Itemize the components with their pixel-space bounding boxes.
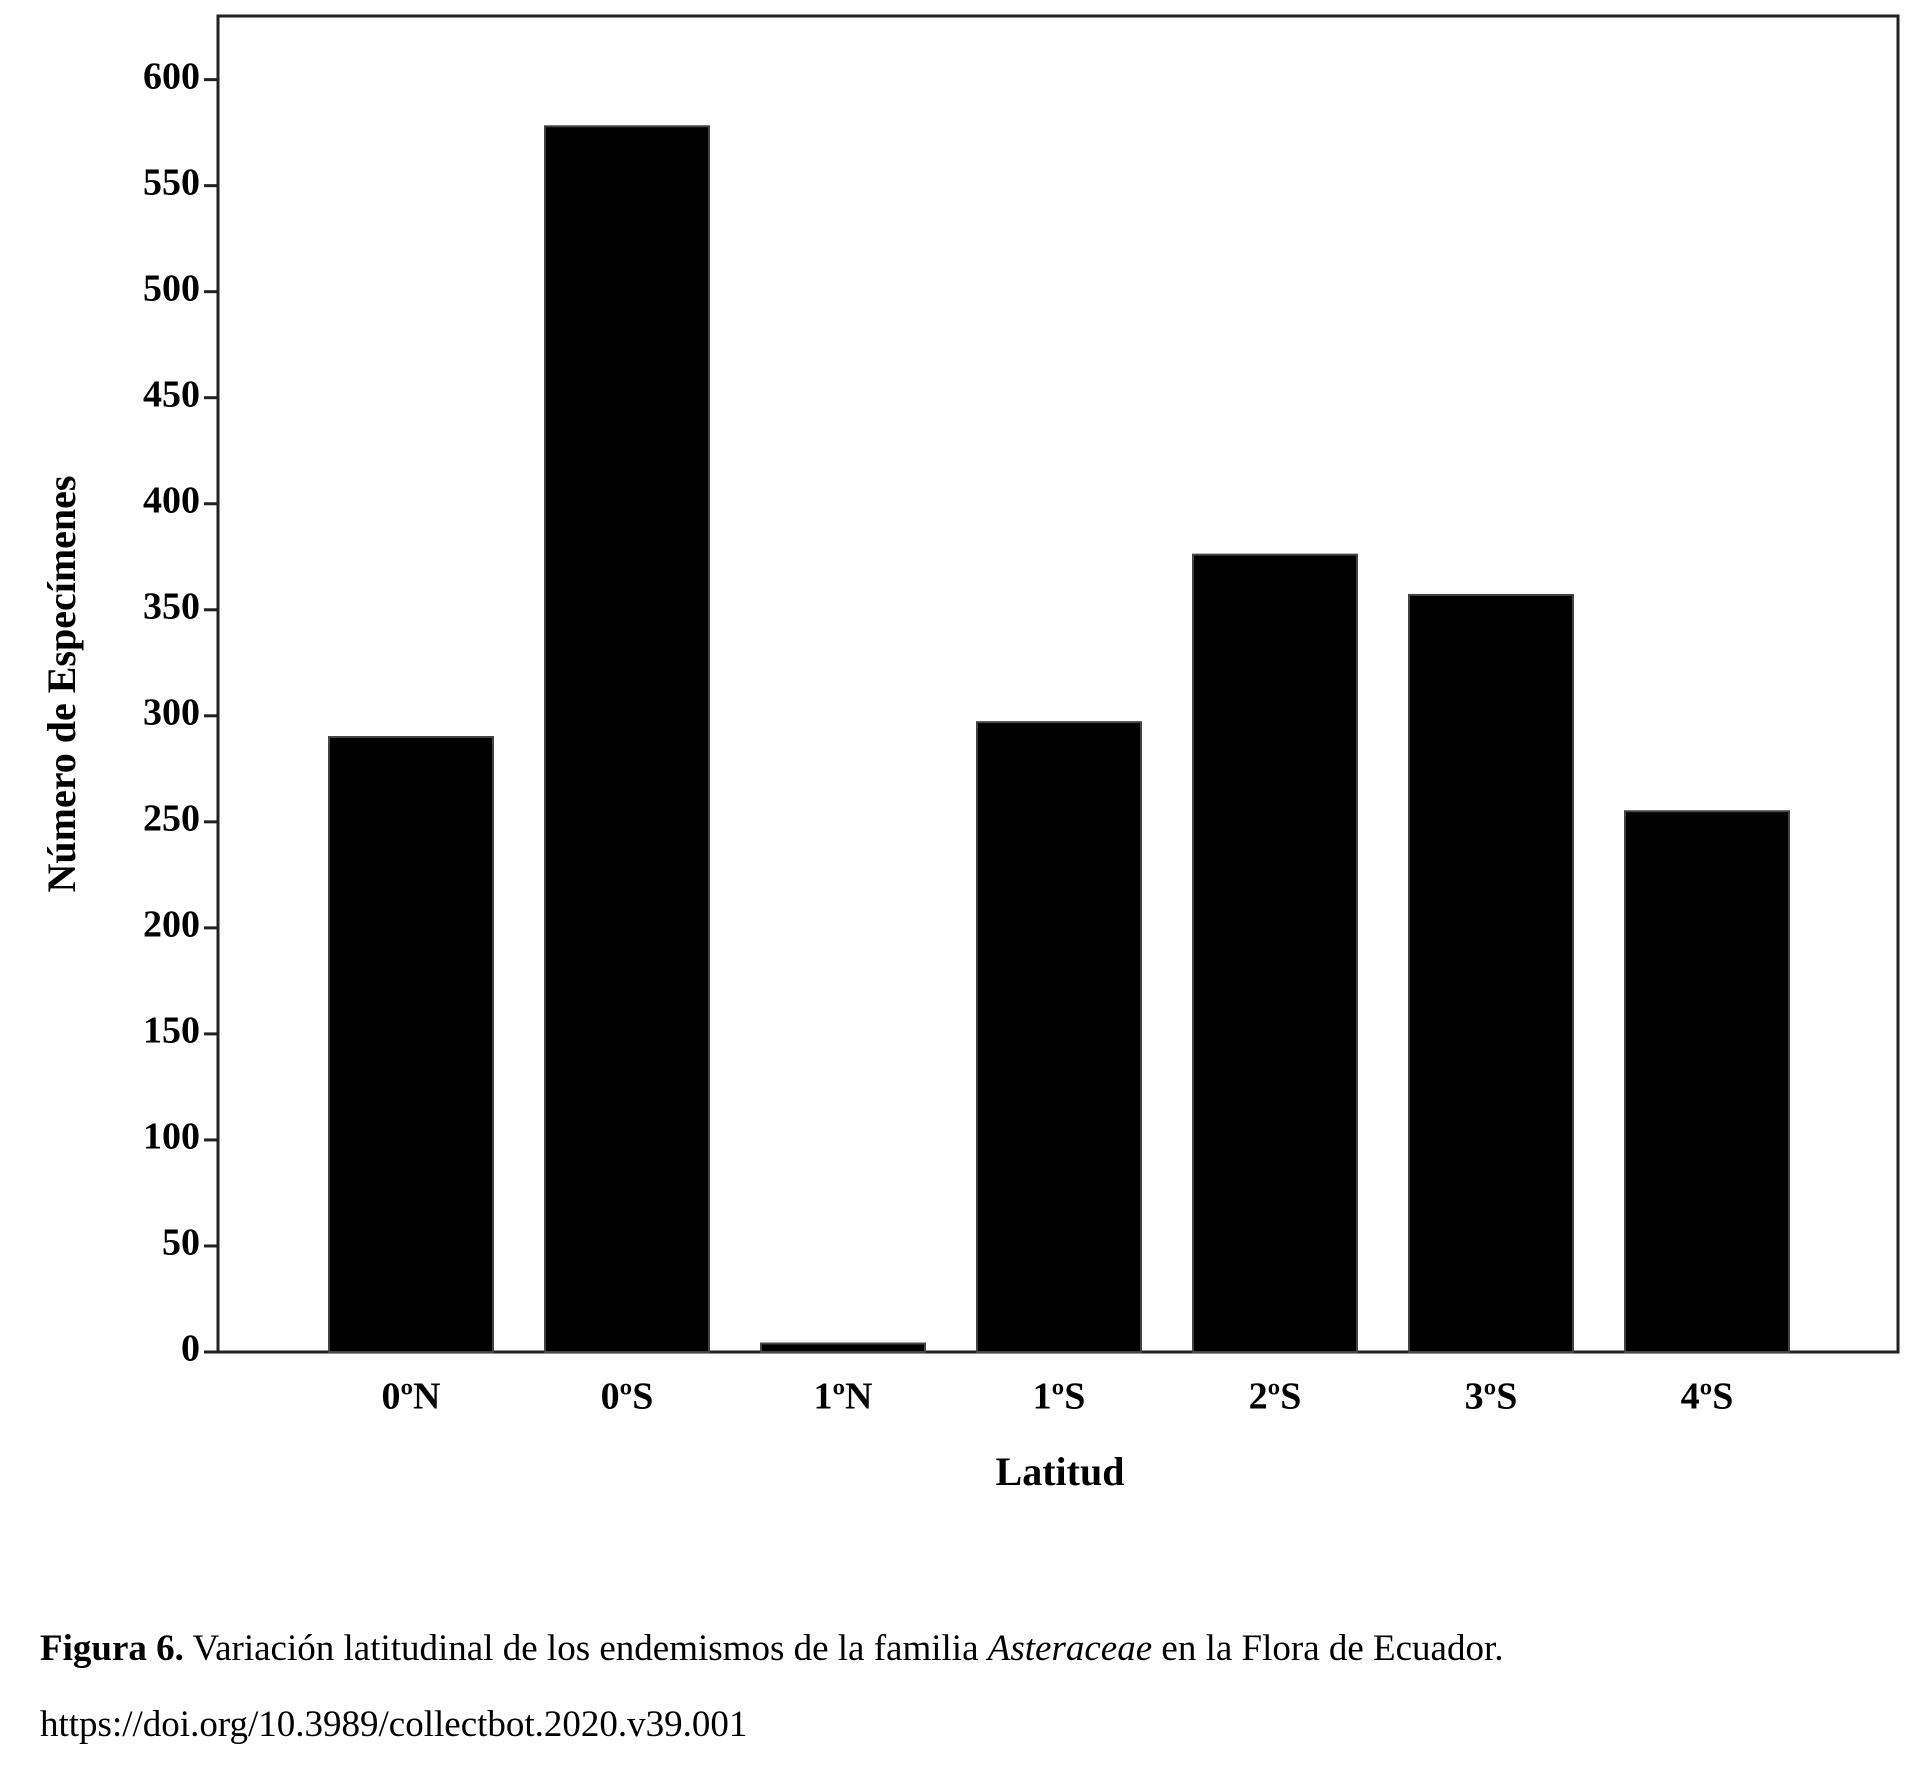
x-tick-label: 2ºS — [1249, 1376, 1302, 1418]
bar — [976, 721, 1142, 1353]
bar — [1192, 553, 1358, 1353]
y-tick-label: 400 — [143, 479, 200, 521]
bar — [328, 736, 494, 1353]
caption: Figura 6. Variación latitudinal de los e… — [40, 1628, 1504, 1669]
y-tick-label: 300 — [143, 692, 200, 734]
caption-text-end: en la Flora de Ecuador. — [1152, 1628, 1503, 1669]
x-tick-label: 0ºS — [601, 1376, 654, 1418]
x-tick-label: 3ºS — [1465, 1376, 1518, 1418]
y-axis-title: Número de Especímenes — [39, 476, 84, 893]
y-tick-label: 350 — [143, 585, 200, 627]
y-tick-label: 500 — [143, 267, 200, 309]
bar — [544, 125, 710, 1353]
bar — [1408, 593, 1574, 1353]
y-tick-label: 150 — [143, 1010, 200, 1052]
y-tick-label: 600 — [143, 55, 200, 97]
y-tick-label: 200 — [143, 904, 200, 946]
x-tick-label: 4ºS — [1681, 1376, 1734, 1418]
y-tick-label: 250 — [143, 798, 200, 840]
y-tick-label: 100 — [143, 1116, 200, 1158]
y-tick-label: 50 — [162, 1222, 200, 1264]
x-axis-title: Latitud — [996, 1449, 1125, 1494]
y-tick-label: 0 — [181, 1328, 200, 1370]
y-tick-label: 450 — [143, 373, 200, 415]
bar — [1624, 810, 1790, 1353]
caption-label: Figura 6. — [40, 1628, 184, 1669]
caption-text: Variación latitudinal de los endemismos … — [184, 1628, 988, 1669]
caption-doi: https://doi.org/10.3989/collectbot.2020.… — [40, 1704, 747, 1745]
y-tick-label: 550 — [143, 161, 200, 203]
bar — [760, 1342, 926, 1353]
caption-italic: Asteraceae — [985, 1628, 1152, 1669]
x-tick-label: 1ºS — [1033, 1376, 1086, 1418]
x-tick-label: 0ºN — [382, 1376, 441, 1418]
x-tick-label: 1ºN — [814, 1376, 873, 1418]
